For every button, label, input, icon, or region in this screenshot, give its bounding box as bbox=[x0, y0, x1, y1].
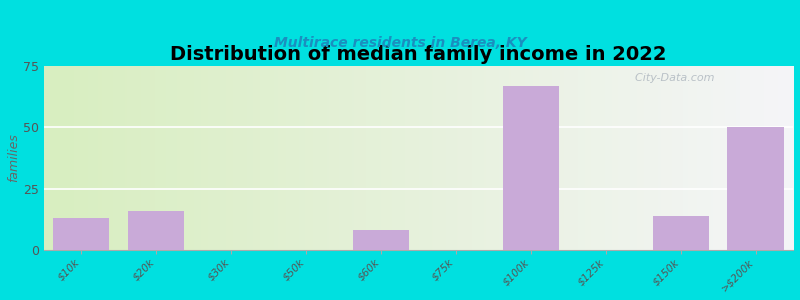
Y-axis label: families: families bbox=[7, 134, 20, 182]
Title: Distribution of median family income in 2022: Distribution of median family income in … bbox=[170, 45, 666, 64]
Bar bbox=[727, 127, 784, 250]
Bar bbox=[353, 230, 409, 250]
Bar bbox=[128, 211, 184, 250]
Bar bbox=[502, 85, 559, 250]
Text: Multirace residents in Berea, KY: Multirace residents in Berea, KY bbox=[274, 36, 526, 50]
Bar bbox=[53, 218, 109, 250]
Text: City-Data.com: City-Data.com bbox=[628, 74, 714, 83]
Bar bbox=[653, 215, 709, 250]
